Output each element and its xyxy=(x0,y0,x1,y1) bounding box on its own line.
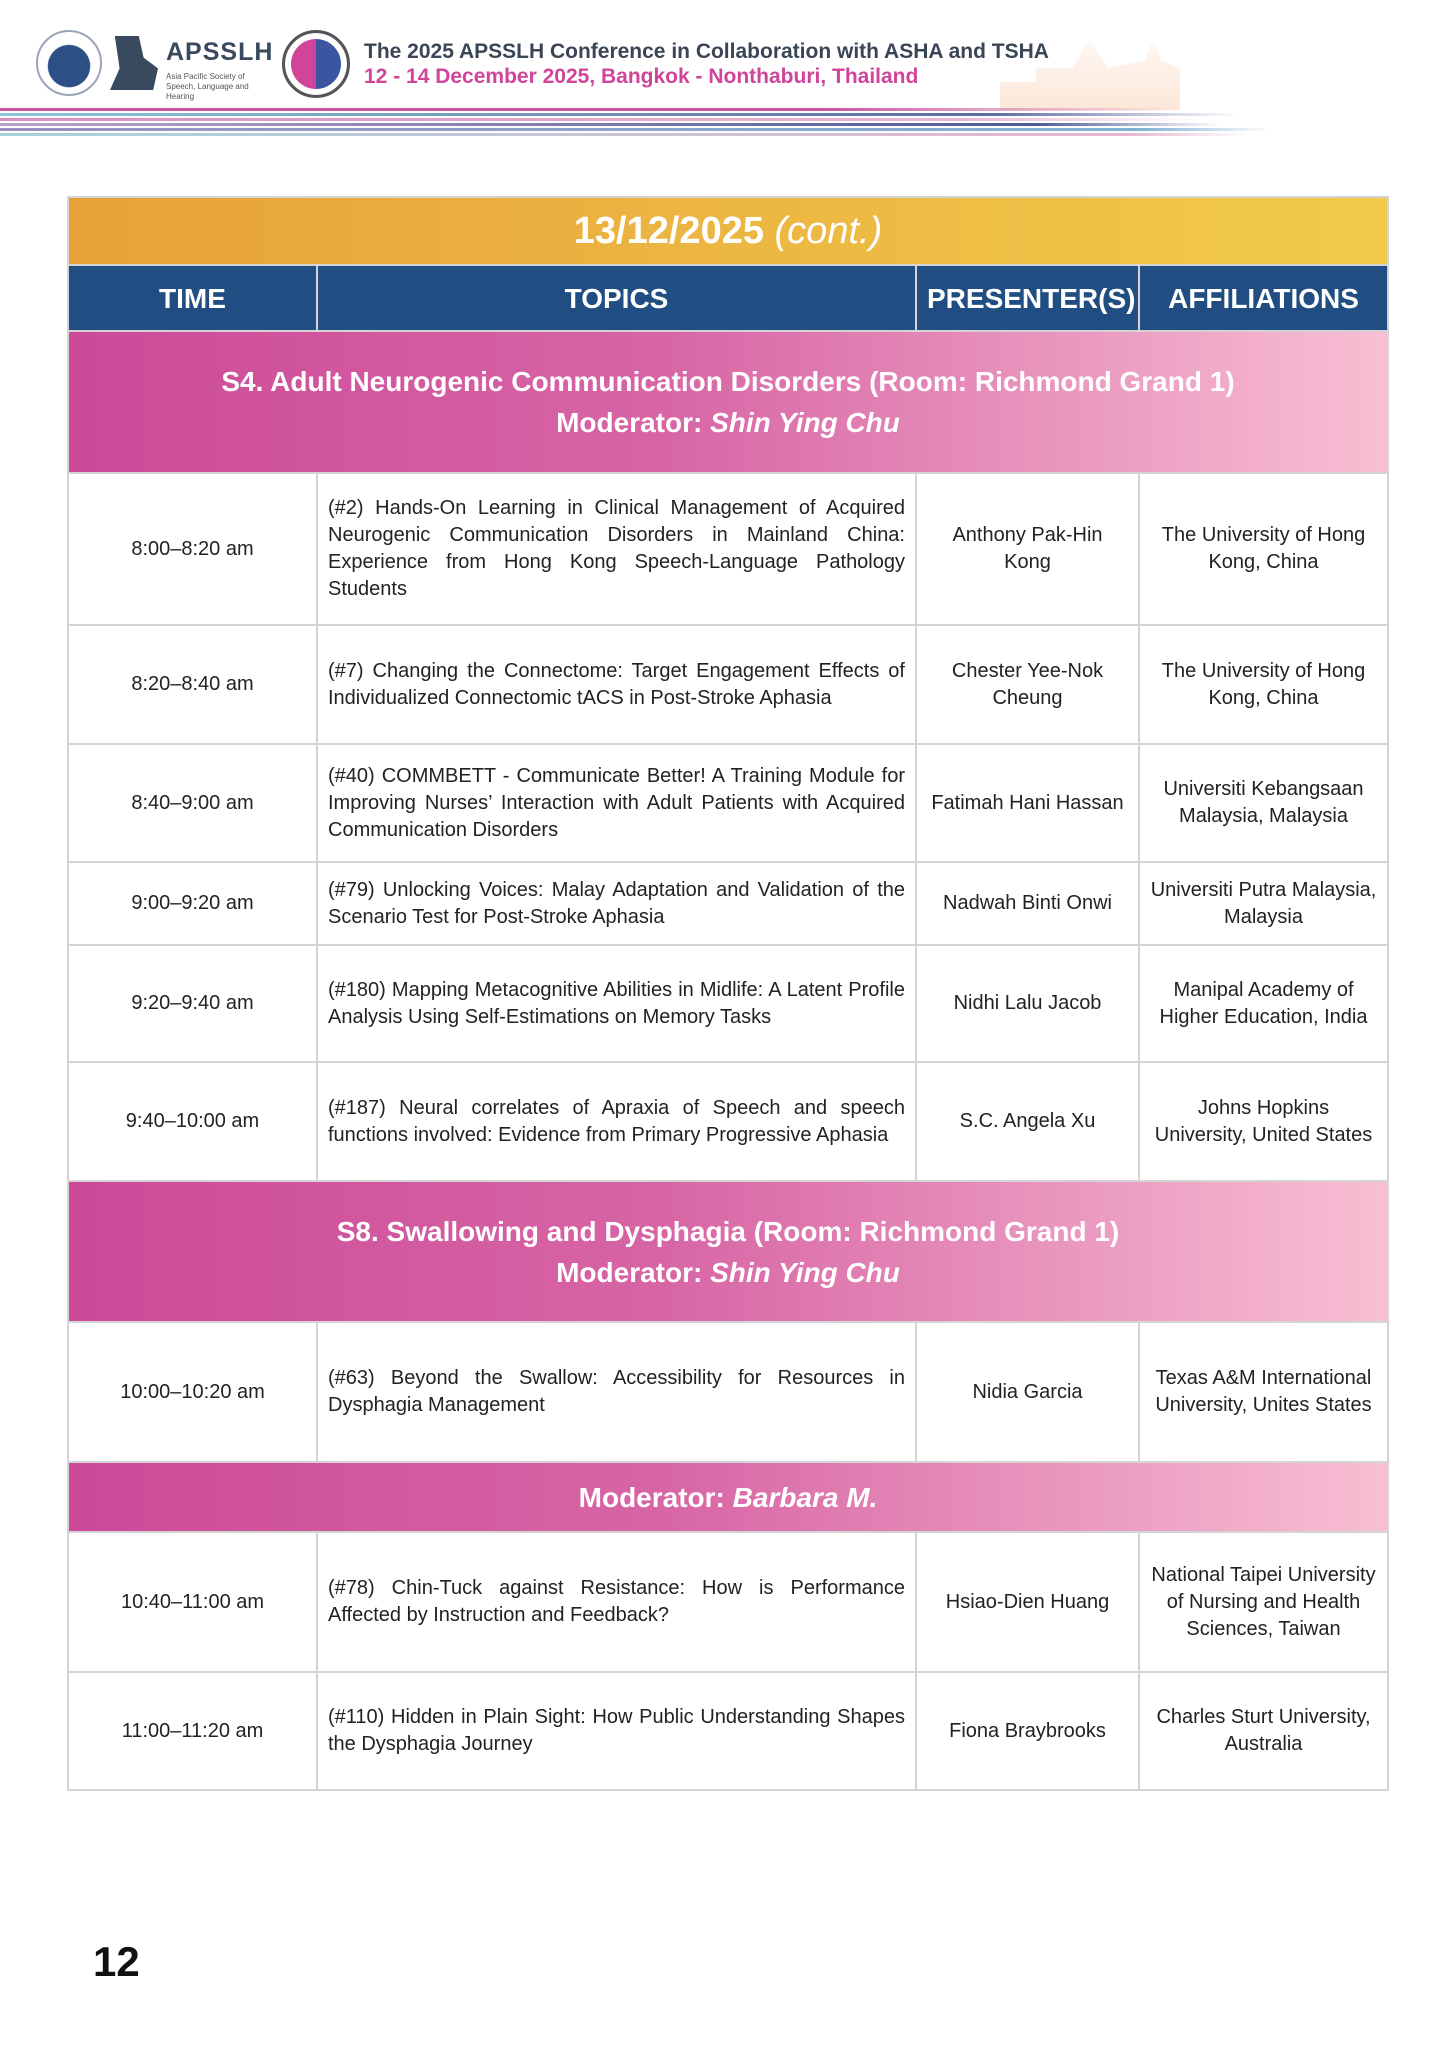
table-row: 11:00–11:20 am (#110) Hidden in Plain Sig… xyxy=(67,1671,1390,1791)
session-header-row: S8. Swallowing and Dysphagia (Room: Rich… xyxy=(66,1180,1390,1323)
time-cell: 10:00–10:20 am xyxy=(67,1321,318,1463)
stripe-decoration xyxy=(0,113,1240,116)
affiliation-cell: Universiti Putra Malaysia, Malaysia xyxy=(1137,861,1390,946)
table-row: 9:20–9:40 am (#180) Mapping Metacognitive… xyxy=(67,944,1390,1063)
apsslh-logo-subtext: Asia Pacific Society of Speech, Language… xyxy=(166,72,249,101)
affiliation-cell: Texas A&M International University, Unit… xyxy=(1137,1321,1390,1463)
stripe-decoration xyxy=(0,133,1250,136)
affiliation-cell: National Taipei University of Nursing an… xyxy=(1137,1531,1390,1673)
moderator-label: Moderator: xyxy=(556,1256,703,1288)
time-cell: 8:20–8:40 am xyxy=(67,624,318,745)
page-number: 12 xyxy=(93,1938,140,1985)
table-row: 10:00–10:20 am (#63) Beyond the Swallow: … xyxy=(67,1321,1390,1463)
conference-title: The 2025 APSSLH Conference in Collaborat… xyxy=(364,40,1049,63)
asha-certified-logo xyxy=(36,30,102,96)
table-row: 9:40–10:00 am (#187) Neural correlates of… xyxy=(67,1061,1390,1182)
topic-cell: (#40) COMMBETT - Communicate Better! A T… xyxy=(316,743,917,863)
presenter-cell: Fiona Braybrooks xyxy=(915,1671,1140,1791)
session-moderator: Moderator: Shin Ying Chu xyxy=(79,1252,1377,1293)
presenter-cell: Fatimah Hani Hassan xyxy=(915,743,1140,863)
session-header-row: Moderator: Barbara M. xyxy=(66,1461,1390,1533)
affiliation-cell: Charles Sturt University, Australia xyxy=(1137,1671,1390,1791)
date: 13/12/2025 xyxy=(573,209,764,252)
table-row: 9:00–9:20 am (#79) Unlocking Voices: Mala… xyxy=(67,861,1390,946)
session-header: S4. Adult Neurogenic Communication Disor… xyxy=(66,330,1390,474)
moderator-label: Moderator: xyxy=(578,1481,725,1513)
presenter-cell: Chester Yee-Nok Cheung xyxy=(915,624,1140,745)
stripe-decoration xyxy=(0,123,1220,126)
moderator-label: Moderator: xyxy=(556,407,703,438)
affiliation-cell: The University of Hong Kong, China xyxy=(1137,472,1390,626)
column-header-topics: TOPICS xyxy=(316,264,917,332)
time-cell: 11:00–11:20 am xyxy=(67,1671,318,1791)
presenter-cell: Nadwah Binti Onwi xyxy=(915,861,1140,946)
stripe-decoration xyxy=(0,108,1180,111)
schedule-body: S4. Adult Neurogenic Communication Disor… xyxy=(66,330,1390,1791)
date-note: (cont.) xyxy=(774,209,883,252)
session-moderator: Moderator: Shin Ying Chu xyxy=(79,402,1377,443)
column-header-row: TIME TOPICS PRESENTER(S) AFFILIATIONS xyxy=(67,264,1390,332)
topic-cell: (#2) Hands-On Learning in Clinical Manag… xyxy=(316,472,917,626)
presenter-cell: Nidhi Lalu Jacob xyxy=(915,944,1140,1063)
topic-cell: (#110) Hidden in Plain Sight: How Public… xyxy=(316,1671,917,1791)
table-row: 8:20–8:40 am (#7) Changing the Connectome… xyxy=(67,624,1390,745)
date-title: 13/12/2025 (cont.) xyxy=(66,196,1390,266)
affiliation-cell: Universiti Kebangsaan Malaysia, Malaysia xyxy=(1137,743,1390,863)
time-cell: 9:20–9:40 am xyxy=(67,944,318,1063)
topic-cell: (#63) Beyond the Swallow: Accessibility … xyxy=(316,1321,917,1463)
moderator-name: Shin Ying Chu xyxy=(710,407,900,438)
stripe-decoration xyxy=(0,128,1270,131)
session-header: S8. Swallowing and Dysphagia (Room: Rich… xyxy=(66,1180,1390,1323)
time-cell: 8:00–8:20 am xyxy=(67,472,318,626)
apsslh-logo-icon xyxy=(110,36,158,90)
column-header-affiliations: AFFILIATIONS xyxy=(1137,264,1390,332)
presenter-cell: Anthony Pak-Hin Kong xyxy=(915,472,1140,626)
session-header-row: S4. Adult Neurogenic Communication Disor… xyxy=(66,330,1390,474)
time-cell: 8:40–9:00 am xyxy=(67,743,318,863)
topic-cell: (#180) Mapping Metacognitive Abilities i… xyxy=(316,944,917,1063)
affiliation-cell: Johns Hopkins University, United States xyxy=(1137,1061,1390,1182)
page-header: APSSLH Asia Pacific Society of Speech, L… xyxy=(0,0,1448,150)
date-row: 13/12/2025 (cont.) xyxy=(66,196,1390,266)
topic-cell: (#187) Neural correlates of Apraxia of S… xyxy=(316,1061,917,1182)
presenter-cell: Hsiao-Dien Huang xyxy=(915,1531,1140,1673)
affiliation-cell: The University of Hong Kong, China xyxy=(1137,624,1390,745)
table-row: 10:40–11:00 am (#78) Chin-Tuck against Re… xyxy=(67,1531,1390,1673)
session-moderator: Moderator: Barbara M. xyxy=(79,1477,1377,1518)
moderator-name: Shin Ying Chu xyxy=(710,1256,900,1288)
column-header-time: TIME xyxy=(67,264,318,332)
topic-cell: (#78) Chin-Tuck against Resistance: How … xyxy=(316,1531,917,1673)
session-header: Moderator: Barbara M. xyxy=(66,1461,1390,1533)
session-title: S4. Adult Neurogenic Communication Disor… xyxy=(221,366,1235,397)
schedule-table: 13/12/2025 (cont.) TIME TOPICS PRESENTER… xyxy=(66,196,1390,1791)
tsha-logo xyxy=(282,30,350,98)
affiliation-cell: Manipal Academy of Higher Education, Ind… xyxy=(1137,944,1390,1063)
apsslh-logo-text: APSSLH xyxy=(166,38,274,66)
column-header-presenters: PRESENTER(S) xyxy=(915,264,1140,332)
presenter-cell: Nidia Garcia xyxy=(915,1321,1140,1463)
topic-cell: (#7) Changing the Connectome: Target Eng… xyxy=(316,624,917,745)
time-cell: 9:00–9:20 am xyxy=(67,861,318,946)
presenter-cell: S.C. Angela Xu xyxy=(915,1061,1140,1182)
table-row: 8:00–8:20 am (#2) Hands-On Learning in Cl… xyxy=(67,472,1390,626)
table-row: 8:40–9:00 am (#40) COMMBETT - Communicate… xyxy=(67,743,1390,863)
conference-dates: 12 - 14 December 2025, Bangkok - Nonthab… xyxy=(364,65,919,88)
moderator-name: Barbara M. xyxy=(732,1481,878,1513)
session-title: S8. Swallowing and Dysphagia (Room: Rich… xyxy=(336,1215,1120,1247)
topic-cell: (#79) Unlocking Voices: Malay Adaptation… xyxy=(316,861,917,946)
stripe-decoration xyxy=(0,118,1200,121)
time-cell: 9:40–10:00 am xyxy=(67,1061,318,1182)
time-cell: 10:40–11:00 am xyxy=(67,1531,318,1673)
